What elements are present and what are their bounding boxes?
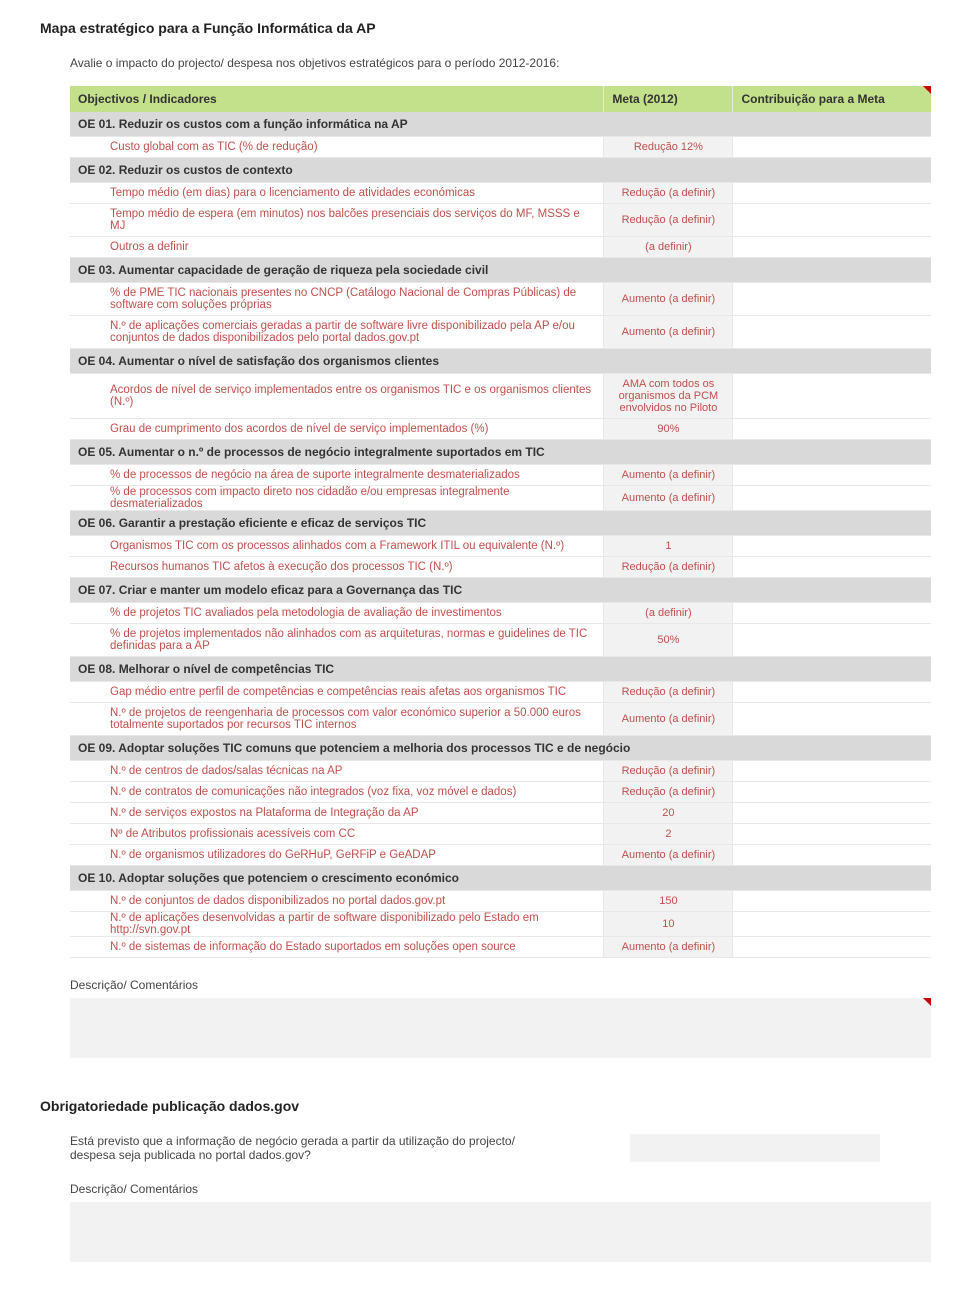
description-label: Descrição/ Comentários xyxy=(70,978,931,992)
meta-cell: 50% xyxy=(604,624,733,657)
indicator-cell: Recursos humanos TIC afetos à execução d… xyxy=(70,557,604,578)
contribution-input[interactable] xyxy=(733,603,931,624)
section-header: OE 04. Aumentar o nível de satisfação do… xyxy=(70,349,931,374)
meta-cell: Redução (a definir) xyxy=(604,204,733,237)
contribution-input[interactable] xyxy=(733,703,931,736)
section2-answer-input[interactable] xyxy=(630,1134,880,1162)
contribution-input[interactable] xyxy=(733,316,931,349)
indicator-cell: Nº de Atributos profissionais acessíveis… xyxy=(70,824,604,845)
meta-cell: Redução 12% xyxy=(604,137,733,158)
meta-cell: Aumento (a definir) xyxy=(604,703,733,736)
contribution-input[interactable] xyxy=(733,624,931,657)
section-header: OE 03. Aumentar capacidade de geração de… xyxy=(70,258,931,283)
indicator-cell: % de PME TIC nacionais presentes no CNCP… xyxy=(70,283,604,316)
contribution-input[interactable] xyxy=(733,782,931,803)
header-contrib: Contribuição para a Meta xyxy=(733,86,931,112)
meta-cell: Redução (a definir) xyxy=(604,682,733,703)
header-objectives: Objectivos / Indicadores xyxy=(70,86,604,112)
meta-cell: Redução (a definir) xyxy=(604,761,733,782)
meta-cell: 10 xyxy=(604,912,733,937)
contribution-input[interactable] xyxy=(733,465,931,486)
section-header: OE 01. Reduzir os custos com a função in… xyxy=(70,112,931,137)
indicator-cell: N.º de projetos de reengenharia de proce… xyxy=(70,703,604,736)
contribution-input[interactable] xyxy=(733,374,931,419)
meta-cell: 1 xyxy=(604,536,733,557)
contribution-input[interactable] xyxy=(733,137,931,158)
section-header: OE 02. Reduzir os custos de contexto xyxy=(70,158,931,183)
contribution-input[interactable] xyxy=(733,283,931,316)
section2-description-label: Descrição/ Comentários xyxy=(70,1182,931,1196)
page-subtitle: Avalie o impacto do projecto/ despesa no… xyxy=(70,56,931,70)
meta-cell: Aumento (a definir) xyxy=(604,486,733,511)
indicator-cell: Custo global com as TIC (% de redução) xyxy=(70,137,604,158)
contribution-input[interactable] xyxy=(733,536,931,557)
indicator-cell: N.º de conjuntos de dados disponibilizad… xyxy=(70,891,604,912)
description-textarea[interactable] xyxy=(70,998,931,1058)
meta-cell: Aumento (a definir) xyxy=(604,937,733,958)
section-header: OE 06. Garantir a prestação eficiente e … xyxy=(70,511,931,536)
indicator-cell: Acordos de nível de serviço implementado… xyxy=(70,374,604,419)
indicator-cell: % de projetos implementados não alinhado… xyxy=(70,624,604,657)
meta-cell: Aumento (a definir) xyxy=(604,465,733,486)
indicator-cell: Outros a definir xyxy=(70,237,604,258)
indicator-cell: Tempo médio (em dias) para o licenciamen… xyxy=(70,183,604,204)
section2-title: Obrigatoriedade publicação dados.gov xyxy=(40,1098,931,1114)
contribution-input[interactable] xyxy=(733,803,931,824)
header-meta: Meta (2012) xyxy=(604,86,733,112)
contribution-input[interactable] xyxy=(733,761,931,782)
section-header: OE 05. Aumentar o n.º de processos de ne… xyxy=(70,440,931,465)
section-header: OE 08. Melhorar o nível de competências … xyxy=(70,657,931,682)
meta-cell: Redução (a definir) xyxy=(604,782,733,803)
contribution-input[interactable] xyxy=(733,419,931,440)
indicator-cell: N.º de serviços expostos na Plataforma d… xyxy=(70,803,604,824)
indicator-cell: Organismos TIC com os processos alinhado… xyxy=(70,536,604,557)
indicator-cell: N.º de contratos de comunicações não int… xyxy=(70,782,604,803)
contribution-input[interactable] xyxy=(733,204,931,237)
indicator-cell: Grau de cumprimento dos acordos de nível… xyxy=(70,419,604,440)
contribution-input[interactable] xyxy=(733,682,931,703)
indicator-cell: N.º de organismos utilizadores do GeRHuP… xyxy=(70,845,604,866)
meta-cell: (a definir) xyxy=(604,237,733,258)
indicator-cell: N.º de aplicações comerciais geradas a p… xyxy=(70,316,604,349)
meta-cell: Redução (a definir) xyxy=(604,557,733,578)
meta-cell: 90% xyxy=(604,419,733,440)
meta-cell: Aumento (a definir) xyxy=(604,845,733,866)
contribution-input[interactable] xyxy=(733,891,931,912)
contribution-input[interactable] xyxy=(733,557,931,578)
section-header: OE 07. Criar e manter um modelo eficaz p… xyxy=(70,578,931,603)
indicator-cell: N.º de centros de dados/salas técnicas n… xyxy=(70,761,604,782)
indicator-cell: N.º de aplicações desenvolvidas a partir… xyxy=(70,912,604,937)
contribution-input[interactable] xyxy=(733,912,931,937)
objectives-table: Objectivos / Indicadores Meta (2012) Con… xyxy=(70,86,931,958)
indicator-cell: % de processos com impacto direto nos ci… xyxy=(70,486,604,511)
page-title: Mapa estratégico para a Função Informáti… xyxy=(40,20,931,36)
indicator-cell: N.º de sistemas de informação do Estado … xyxy=(70,937,604,958)
contribution-input[interactable] xyxy=(733,183,931,204)
indicator-cell: Tempo médio de espera (em minutos) nos b… xyxy=(70,204,604,237)
contribution-input[interactable] xyxy=(733,937,931,958)
meta-cell: Aumento (a definir) xyxy=(604,283,733,316)
indicator-cell: % de projetos TIC avaliados pela metodol… xyxy=(70,603,604,624)
meta-cell: Redução (a definir) xyxy=(604,183,733,204)
meta-cell: 2 xyxy=(604,824,733,845)
contribution-input[interactable] xyxy=(733,486,931,511)
indicator-cell: % de processos de negócio na área de sup… xyxy=(70,465,604,486)
contribution-input[interactable] xyxy=(733,845,931,866)
meta-cell: 150 xyxy=(604,891,733,912)
indicator-cell: Gap médio entre perfil de competências e… xyxy=(70,682,604,703)
meta-cell: 20 xyxy=(604,803,733,824)
contribution-input[interactable] xyxy=(733,824,931,845)
section2-question: Está previsto que a informação de negóci… xyxy=(70,1134,540,1162)
meta-cell: AMA com todos os organismos da PCM envol… xyxy=(604,374,733,419)
section-header: OE 09. Adoptar soluções TIC comuns que p… xyxy=(70,736,931,761)
section2-description-textarea[interactable] xyxy=(70,1202,931,1262)
meta-cell: Aumento (a definir) xyxy=(604,316,733,349)
meta-cell: (a definir) xyxy=(604,603,733,624)
contribution-input[interactable] xyxy=(733,237,931,258)
section-header: OE 10. Adoptar soluções que potenciem o … xyxy=(70,866,931,891)
